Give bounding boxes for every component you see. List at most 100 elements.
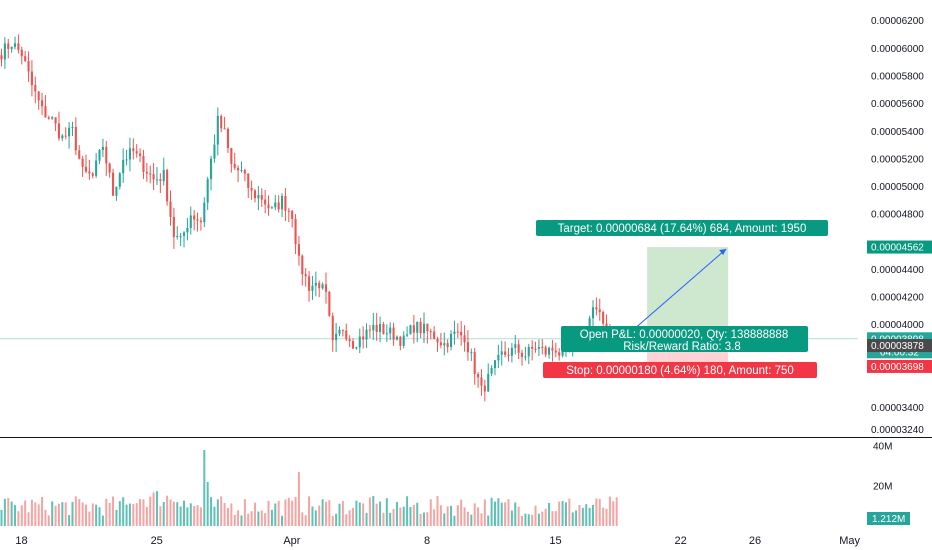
candle-body [152, 174, 155, 180]
open-pnl-label[interactable]: Open P&L: 0.00000020, Qty: 138888888Risk… [561, 326, 808, 353]
candle [270, 206, 273, 209]
candle-body [3, 43, 6, 60]
candle [477, 371, 480, 388]
volume-bar [172, 501, 175, 526]
volume-bar [47, 515, 50, 526]
candle-body [91, 173, 94, 176]
candle-body [176, 236, 179, 238]
candle-body [591, 307, 595, 319]
candle-body [250, 187, 253, 191]
volume-bar [291, 500, 294, 526]
candle-body [210, 158, 213, 180]
stop-label-text: Stop: 0.00000180 (4.64%) 180, Amount: 75… [566, 365, 794, 377]
candle [166, 168, 169, 206]
stop-label[interactable]: Stop: 0.00000180 (4.64%) 180, Amount: 75… [543, 362, 817, 378]
volume-bar [368, 497, 371, 526]
candle-body [37, 91, 40, 101]
candle [24, 50, 27, 62]
volume-bar [541, 511, 544, 526]
candle [61, 133, 64, 141]
candle-body [541, 346, 544, 348]
volume-bar [7, 498, 10, 526]
time-axis[interactable]: 18 25 Apr 8 15 22 26 May [0, 530, 860, 550]
volume-bar [450, 505, 453, 526]
candle-body [196, 219, 199, 221]
price-pane[interactable]: Target: 0.00000684 (17.64%) 684, Amount:… [0, 0, 932, 438]
volume-bar [318, 505, 321, 526]
pnl-arrow-line [619, 248, 727, 342]
volume-bar [433, 509, 436, 526]
candle-body [537, 346, 540, 349]
candle-body [510, 347, 513, 356]
candle-body [328, 291, 331, 316]
candle-body [321, 284, 324, 289]
candle [230, 147, 233, 173]
candle-body [284, 195, 287, 211]
volume-bar [98, 507, 101, 526]
candle [426, 323, 429, 344]
candle [274, 194, 277, 211]
volume-bar [416, 502, 419, 526]
candle-body [81, 158, 84, 167]
volume-pane[interactable]: 40M 20M 1.212M [0, 438, 932, 530]
candle-body [473, 352, 476, 375]
volume-tick-label: 40M [873, 442, 892, 453]
price-tick-label: 0.00005000 [871, 182, 924, 193]
candle [328, 291, 331, 317]
candle [483, 379, 486, 402]
profit-zone[interactable] [647, 247, 729, 342]
candle-body [280, 195, 284, 210]
candle-body [395, 336, 399, 340]
target-label[interactable]: Target: 0.00000684 (17.64%) 684, Amount:… [536, 220, 828, 236]
candle-body [223, 128, 226, 130]
volume-axis[interactable]: 40M 20M 1.212M [867, 442, 910, 526]
volume-bar [74, 496, 77, 526]
volume-bar [68, 515, 71, 526]
candle [74, 117, 77, 156]
candle [159, 173, 162, 194]
volume-bar [375, 503, 378, 526]
candle [466, 330, 469, 361]
candle-body [162, 169, 165, 182]
candle-body [142, 155, 145, 172]
volume-bar [159, 506, 162, 526]
long-position-tool[interactable]: Target: 0.00000684 (17.64%) 684, Amount:… [536, 220, 828, 378]
candle [524, 346, 527, 361]
volume-bar [389, 512, 392, 526]
candle [13, 36, 17, 50]
candle [10, 46, 13, 53]
target-price-tag-bg [867, 240, 932, 254]
candle-body [561, 351, 564, 356]
candle [47, 115, 50, 120]
candle-body [493, 360, 497, 369]
price-axis[interactable]: 0.00006200 0.00006000 0.00005800 0.00005600… [871, 16, 924, 436]
volume-bar [17, 511, 20, 526]
volume-bar [352, 507, 355, 526]
candle [294, 213, 297, 255]
candle [81, 155, 84, 177]
candle-body [88, 171, 91, 174]
candle [395, 335, 399, 341]
candle-body [375, 324, 378, 333]
candle-body [267, 204, 270, 209]
candle [287, 207, 290, 223]
candle-body [122, 159, 125, 174]
candle-body [419, 321, 422, 334]
candle-body [30, 71, 33, 86]
candle-body [490, 368, 493, 374]
candle [304, 267, 307, 287]
candle-body [409, 325, 412, 335]
candle [142, 149, 145, 179]
candle [348, 335, 351, 348]
candle-body [466, 342, 469, 353]
volume-bar [155, 491, 158, 526]
candle [95, 153, 98, 178]
volume-bar [406, 496, 409, 526]
candle [324, 272, 328, 304]
candle-body [34, 85, 37, 92]
entry-price-tag-text: 0.00003878 [871, 341, 924, 352]
volume-bar [463, 507, 466, 526]
candle-body [74, 127, 77, 151]
candle-body [233, 163, 236, 168]
